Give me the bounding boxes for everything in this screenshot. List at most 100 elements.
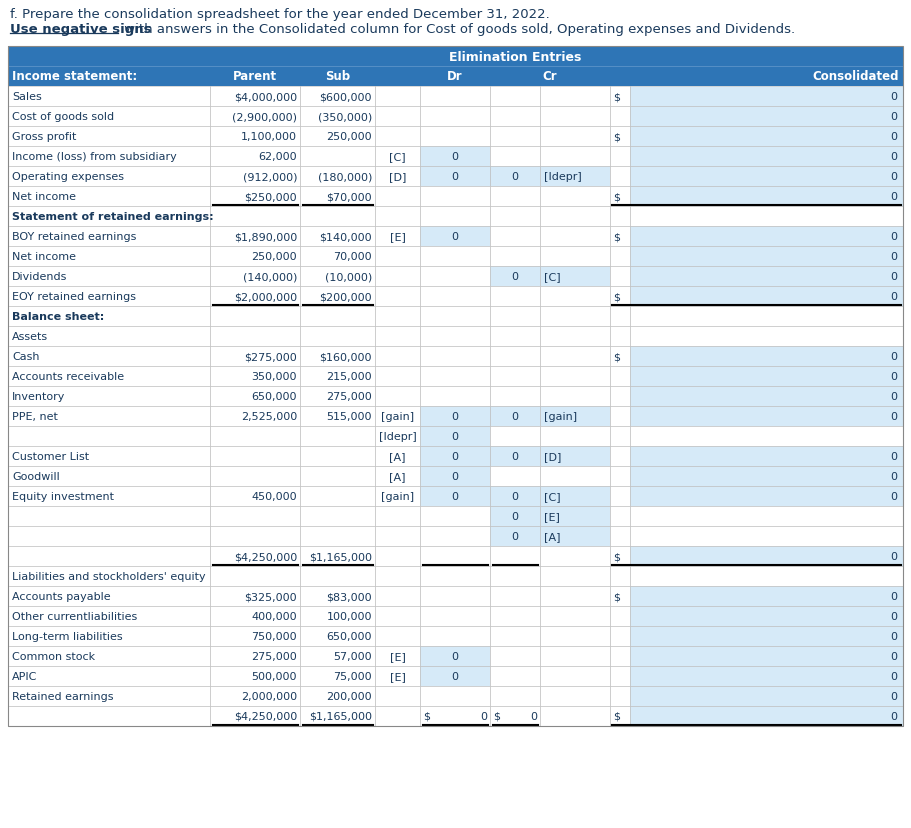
Bar — [420, 127, 490, 147]
Bar — [420, 286, 490, 306]
Bar — [540, 306, 610, 326]
Bar — [300, 166, 375, 187]
Bar — [630, 367, 903, 387]
Bar — [210, 486, 300, 507]
Text: 275,000: 275,000 — [251, 651, 297, 662]
Text: f. Prepare the consolidation spreadsheet for the year ended December 31, 2022.: f. Prepare the consolidation spreadsheet… — [10, 7, 549, 21]
Text: [E]: [E] — [390, 232, 405, 242]
Text: 0: 0 — [890, 352, 897, 362]
Text: $160,000: $160,000 — [320, 352, 372, 362]
Bar — [420, 507, 490, 527]
Bar — [8, 286, 210, 306]
Bar — [610, 267, 630, 286]
Text: 0: 0 — [890, 672, 897, 681]
Text: $4,250,000: $4,250,000 — [234, 551, 297, 561]
Bar — [540, 667, 610, 686]
Bar — [610, 586, 630, 606]
Text: [E]: [E] — [544, 512, 560, 522]
Text: 515,000: 515,000 — [326, 412, 372, 421]
Bar — [490, 426, 540, 446]
Text: Elimination Entries: Elimination Entries — [449, 51, 581, 64]
Bar — [420, 527, 490, 546]
Bar — [210, 247, 300, 267]
Bar — [420, 306, 490, 326]
Bar — [630, 486, 903, 507]
Bar — [210, 187, 300, 207]
Text: [C]: [C] — [389, 152, 405, 161]
Text: [gain]: [gain] — [544, 412, 578, 421]
Bar — [490, 606, 540, 626]
Bar — [210, 147, 300, 166]
Bar — [375, 446, 420, 466]
Bar — [540, 606, 610, 626]
Text: 0: 0 — [511, 412, 518, 421]
Text: 62,000: 62,000 — [259, 152, 297, 161]
Text: 2,525,000: 2,525,000 — [241, 412, 297, 421]
Bar — [630, 606, 903, 626]
Bar — [490, 626, 540, 646]
Text: $140,000: $140,000 — [320, 232, 372, 242]
Text: Sales: Sales — [12, 92, 42, 102]
Bar — [375, 306, 420, 326]
Bar — [610, 426, 630, 446]
Text: 0: 0 — [511, 491, 518, 502]
Bar — [420, 267, 490, 286]
Bar — [630, 387, 903, 407]
Bar — [490, 387, 540, 407]
Bar — [630, 326, 903, 347]
Bar — [490, 586, 540, 606]
Bar — [375, 527, 420, 546]
Bar — [630, 446, 903, 466]
Text: 0: 0 — [530, 711, 537, 721]
Bar — [8, 626, 210, 646]
Bar — [490, 87, 540, 107]
Bar — [375, 286, 420, 306]
Bar — [540, 187, 610, 207]
Bar — [8, 306, 210, 326]
Bar — [540, 247, 610, 267]
Bar — [210, 347, 300, 367]
Text: 0: 0 — [890, 551, 897, 561]
Bar — [630, 566, 903, 586]
Text: $: $ — [423, 711, 430, 721]
Text: 0: 0 — [480, 711, 487, 721]
Text: 0: 0 — [452, 471, 458, 481]
Bar — [490, 207, 540, 227]
Bar — [210, 326, 300, 347]
Bar — [8, 466, 210, 486]
Bar — [210, 207, 300, 227]
Bar — [540, 686, 610, 706]
Text: $275,000: $275,000 — [244, 352, 297, 362]
Bar — [540, 267, 610, 286]
Text: Net income: Net income — [12, 192, 76, 202]
Bar — [420, 326, 490, 347]
Bar — [540, 527, 610, 546]
Text: 400,000: 400,000 — [251, 611, 297, 621]
Bar — [420, 667, 490, 686]
Text: with answers in the Consolidated column for Cost of goods sold, Operating expens: with answers in the Consolidated column … — [120, 22, 795, 36]
Text: 2,000,000: 2,000,000 — [241, 691, 297, 701]
Bar — [420, 686, 490, 706]
Bar — [375, 227, 420, 247]
Bar — [8, 686, 210, 706]
Text: 0: 0 — [890, 611, 897, 621]
Text: Dividends: Dividends — [12, 272, 67, 282]
Bar — [490, 507, 540, 527]
Bar — [300, 387, 375, 407]
Bar — [375, 426, 420, 446]
Bar — [490, 326, 540, 347]
Bar — [300, 286, 375, 306]
Bar — [490, 407, 540, 426]
Bar — [210, 606, 300, 626]
Text: 0: 0 — [511, 272, 518, 282]
Text: (180,000): (180,000) — [318, 171, 372, 182]
Bar — [630, 247, 903, 267]
Bar — [375, 267, 420, 286]
Bar — [8, 47, 903, 67]
Bar — [210, 127, 300, 147]
Text: 0: 0 — [511, 512, 518, 522]
Bar — [420, 706, 490, 726]
Bar — [8, 387, 210, 407]
Text: $325,000: $325,000 — [244, 591, 297, 601]
Bar — [300, 247, 375, 267]
